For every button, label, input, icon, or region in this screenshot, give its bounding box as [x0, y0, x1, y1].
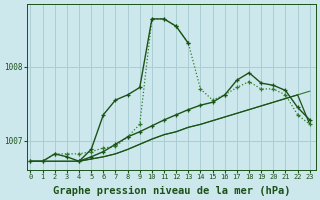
X-axis label: Graphe pression niveau de la mer (hPa): Graphe pression niveau de la mer (hPa)	[52, 186, 290, 196]
